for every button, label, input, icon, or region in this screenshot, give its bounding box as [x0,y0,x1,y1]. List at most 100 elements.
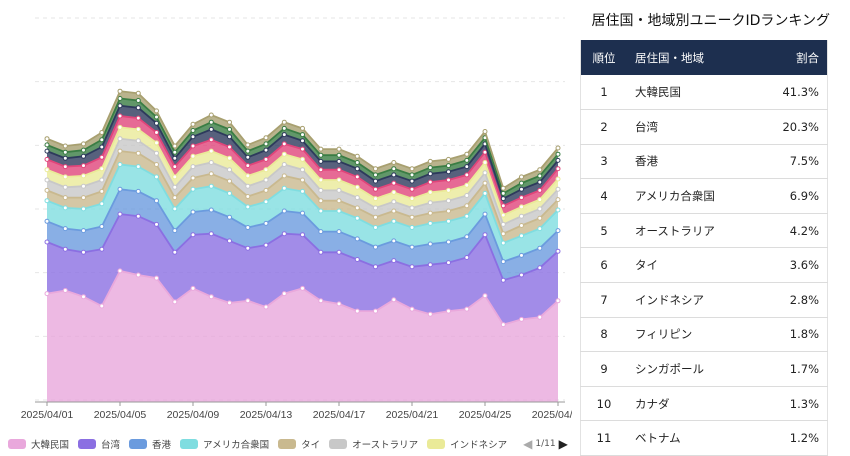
data-point[interactable] [135,115,141,121]
data-point[interactable] [208,207,214,213]
data-point[interactable] [117,96,123,101]
data-point[interactable] [300,125,305,131]
data-point[interactable] [135,213,141,219]
data-point[interactable] [190,134,196,140]
data-point[interactable] [500,231,506,237]
data-point[interactable] [44,142,50,148]
legend-item[interactable]: 香港 [129,437,171,451]
data-point[interactable] [318,187,324,193]
data-point[interactable] [81,294,86,300]
data-point[interactable] [555,145,561,151]
data-point[interactable] [135,188,141,194]
data-point[interactable] [300,167,305,173]
data-point[interactable] [227,119,232,125]
data-point[interactable] [482,293,488,299]
data-point[interactable] [99,166,105,172]
data-point[interactable] [208,171,214,177]
data-point[interactable] [500,240,506,246]
data-point[interactable] [62,155,68,161]
data-point[interactable] [500,322,506,328]
data-point[interactable] [336,208,342,214]
data-point[interactable] [245,183,251,189]
data-point[interactable] [44,291,50,297]
data-point[interactable] [263,220,269,226]
data-point[interactable] [336,158,342,164]
data-point[interactable] [245,148,251,154]
data-point[interactable] [500,277,506,283]
data-point[interactable] [336,177,342,183]
data-point[interactable] [263,177,269,183]
data-point[interactable] [190,209,196,215]
data-point[interactable] [446,163,451,169]
data-point[interactable] [245,154,251,160]
data-point[interactable] [555,197,561,203]
data-point[interactable] [336,187,342,193]
data-point[interactable] [263,242,269,248]
data-point[interactable] [555,228,561,234]
data-point[interactable] [227,126,232,132]
data-point[interactable] [537,226,543,232]
data-point[interactable] [537,215,543,221]
data-point[interactable] [117,162,123,167]
data-point[interactable] [281,173,287,179]
data-point[interactable] [464,193,470,198]
data-point[interactable] [519,186,524,192]
data-point[interactable] [446,260,451,266]
data-point[interactable] [409,264,415,270]
data-point[interactable] [391,199,397,205]
data-point[interactable] [373,186,378,192]
data-point[interactable] [464,157,470,163]
data-point[interactable] [263,141,269,147]
data-point[interactable] [190,186,196,192]
data-point[interactable] [318,158,324,164]
data-point[interactable] [537,167,543,173]
data-point[interactable] [44,187,50,193]
data-point[interactable] [117,211,123,217]
data-point[interactable] [427,165,433,171]
data-point[interactable] [81,173,86,179]
data-point[interactable] [135,164,141,170]
data-point[interactable] [482,211,488,217]
data-point[interactable] [117,268,123,274]
data-point[interactable] [135,150,141,156]
data-point[interactable] [227,178,232,184]
data-point[interactable] [555,176,561,182]
data-point[interactable] [391,218,397,224]
data-point[interactable] [300,132,305,138]
data-point[interactable] [318,229,324,235]
data-point[interactable] [373,225,378,230]
data-point[interactable] [99,130,105,135]
data-point[interactable] [391,180,397,186]
data-point[interactable] [62,174,68,180]
data-point[interactable] [81,163,86,169]
data-point[interactable] [190,143,196,149]
data-point[interactable] [464,203,470,209]
data-point[interactable] [245,142,251,148]
data-point[interactable] [190,153,196,159]
data-point[interactable] [555,186,561,192]
data-point[interactable] [281,132,287,138]
data-point[interactable] [62,226,68,232]
data-point[interactable] [154,221,159,227]
data-point[interactable] [555,248,561,254]
data-point[interactable] [427,241,433,247]
data-point[interactable] [354,160,360,165]
data-point[interactable] [263,147,269,153]
data-point[interactable] [81,153,86,159]
data-point[interactable] [227,155,232,161]
data-point[interactable] [172,206,178,212]
data-point[interactable] [172,228,178,234]
data-point[interactable] [464,234,470,240]
data-point[interactable] [336,301,342,307]
data-point[interactable] [44,239,50,245]
data-point[interactable] [300,188,305,194]
data-point[interactable] [519,195,524,201]
data-point[interactable] [208,294,214,300]
data-point[interactable] [117,124,123,130]
data-point[interactable] [500,196,506,202]
data-point[interactable] [172,143,178,149]
data-point[interactable] [81,195,86,201]
data-point[interactable] [245,173,251,179]
data-point[interactable] [281,151,287,157]
data-point[interactable] [81,183,86,189]
